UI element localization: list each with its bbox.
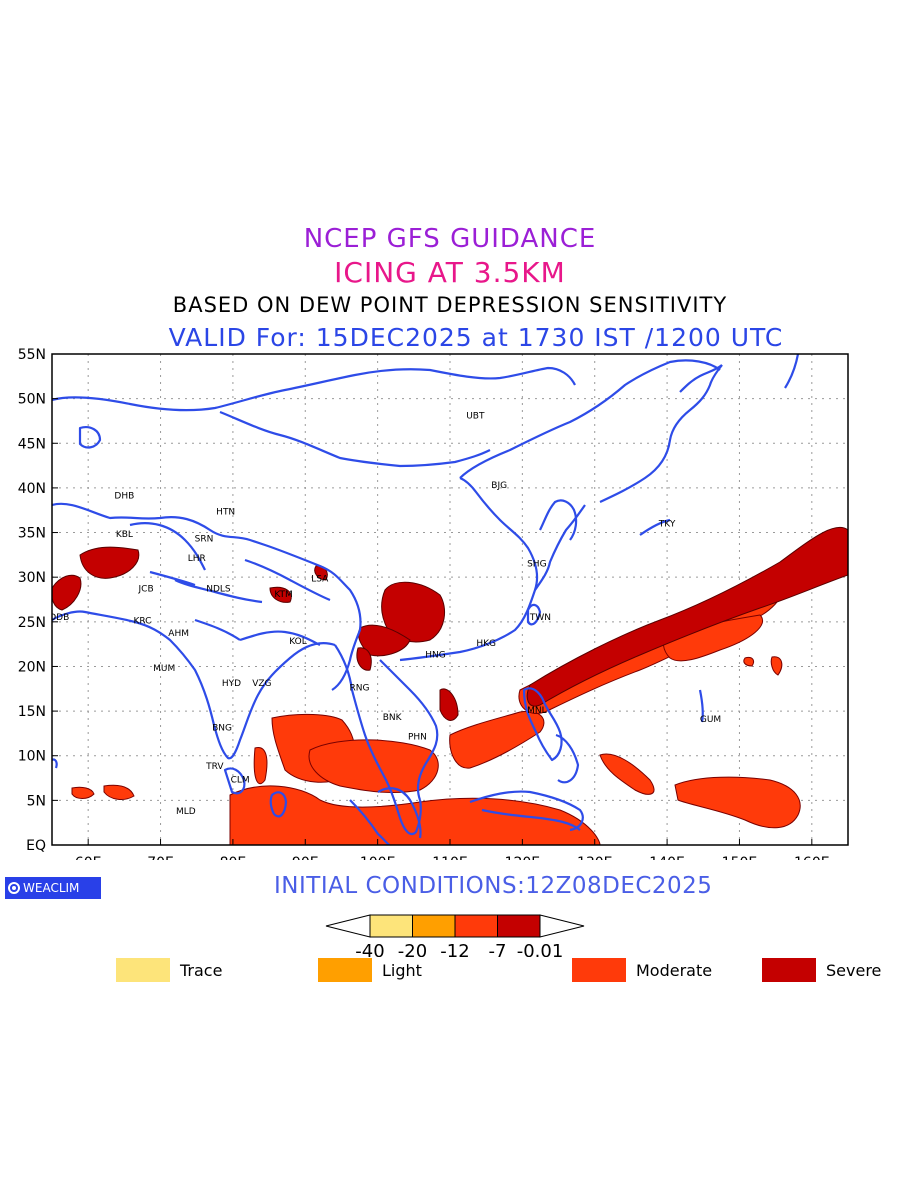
y-tick-label: 30N: [18, 570, 46, 586]
station-label-ahm: AHM: [168, 629, 189, 639]
color-scale-box: [454, 914, 498, 938]
station-label-dhb: DHB: [114, 492, 134, 502]
x-tick-label: 150E: [722, 855, 758, 860]
x-tick-label: 60E: [75, 855, 102, 860]
station-labels: UBT BJG TKY DHB HTN KBL SRN LHR SHG LSA JCB NDLS KTM…: [49, 411, 721, 817]
station-label-phn: PHN: [408, 733, 427, 743]
legend-swatch-moderate: [572, 958, 626, 982]
color-scale-ticks: -40 -20 -12 -7 -0.01: [355, 941, 563, 957]
y-tick-label: 45N: [18, 436, 46, 452]
station-label-hyd: HYD: [222, 679, 241, 689]
station-label-kol: KOL: [289, 637, 307, 647]
station-label-ddb: DDB: [49, 613, 69, 623]
station-label-gum: GUM: [700, 715, 721, 725]
color-scale-box: [497, 914, 541, 938]
station-label-krc: KRC: [133, 617, 151, 627]
color-scale-tick-label: -12: [440, 941, 469, 957]
station-label-rng: RNG: [350, 684, 370, 694]
x-tick-label: 90E: [292, 855, 319, 860]
station-label-shg: SHG: [527, 559, 546, 569]
color-scale-boxes: [325, 914, 585, 938]
color-scale-tick-label: -20: [398, 941, 427, 957]
y-tick-label: 10N: [18, 749, 46, 765]
station-label-tky: TKY: [658, 519, 676, 529]
y-tick-label: 5N: [27, 793, 46, 809]
icing-map: UBT BJG TKY DHB HTN KBL SRN LHR SHG LSA JCB NDLS KTM…: [18, 347, 849, 860]
station-label-mld: MLD: [176, 807, 196, 817]
x-tick-label: 130E: [577, 855, 613, 860]
y-tick-label: EQ: [26, 838, 46, 854]
map-axes: 60E 70E 80E 90E 100E 110E 120E 130E 140E 150E 160E…: [18, 347, 830, 860]
legend-label-trace: Trace: [180, 960, 223, 980]
station-label-ubt: UBT: [466, 411, 485, 421]
station-label-hng: HNG: [425, 651, 446, 661]
color-scale-tick-label: -0.01: [517, 941, 564, 957]
x-tick-label: 140E: [649, 855, 685, 860]
station-label-kbl: KBL: [116, 530, 133, 540]
x-tick-label: 120E: [505, 855, 541, 860]
y-tick-label: 20N: [18, 659, 46, 675]
color-scale-box: [369, 914, 413, 938]
color-scale-bar: -40 -20 -12 -7 -0.01: [325, 914, 585, 957]
legend-moderate: Moderate: [572, 958, 712, 982]
station-label-jcb: JCB: [138, 584, 154, 594]
station-label-ndls: NDLS: [206, 584, 231, 594]
station-label-twn: TWN: [529, 613, 551, 623]
station-label-lhr: LHR: [188, 554, 206, 564]
x-tick-label: 100E: [360, 855, 396, 860]
y-tick-label: 55N: [18, 347, 46, 363]
y-tick-label: 35N: [18, 526, 46, 542]
x-tick-label: 160E: [794, 855, 830, 860]
legend-swatch-severe: [762, 958, 816, 982]
coastlines-and-borders: [52, 354, 800, 845]
icing-severe-areas: [52, 526, 848, 721]
legend-light: Light: [318, 958, 422, 982]
y-tick-label: 50N: [18, 392, 46, 408]
logo-icon: [8, 882, 20, 894]
color-scale-tick-label: -40: [355, 941, 384, 957]
x-tick-label: 110E: [432, 855, 468, 860]
title-model: NCEP GFS GUIDANCE: [303, 224, 597, 254]
station-label-lsa: LSA: [311, 575, 329, 585]
y-tick-label: 25N: [18, 615, 46, 631]
station-label-bjg: BJG: [491, 481, 507, 491]
brand-label: WEACLIM: [23, 881, 80, 895]
x-tick-label: 70E: [147, 855, 174, 860]
title-method: BASED ON DEW POINT DEPRESSION SENSITIVIT…: [172, 293, 728, 317]
station-label-mum: MUM: [153, 664, 175, 674]
station-label-hkg: HKG: [476, 639, 496, 649]
y-tick-label: 15N: [18, 704, 46, 720]
title-product: ICING AT 3.5KM: [334, 256, 566, 289]
station-label-clm: CLM: [231, 776, 250, 786]
station-label-bnk: BNK: [383, 713, 403, 723]
x-tick-label: 80E: [220, 855, 247, 860]
legend-label-moderate: Moderate: [636, 960, 713, 980]
station-label-trv: TRV: [205, 762, 224, 772]
legend-severe: Severe: [762, 958, 881, 982]
legend-label-severe: Severe: [826, 960, 882, 980]
color-scale-right-arrow: [539, 914, 585, 938]
station-label-vzg: VZG: [252, 679, 271, 689]
legend-label-light: Light: [382, 960, 422, 980]
initial-conditions: INITIAL CONDITIONS:12Z08DEC2025: [274, 873, 713, 899]
weaclim-logo: WEACLIM: [5, 877, 101, 899]
title-valid-time: VALID For: 15DEC2025 at 1730 IST /1200 U…: [168, 323, 784, 352]
station-label-srn: SRN: [195, 534, 214, 544]
legend-trace: Trace: [116, 958, 222, 982]
station-label-mnl: MNL: [527, 706, 547, 716]
color-scale-left-arrow: [325, 914, 371, 938]
color-scale-tick-label: -7: [489, 941, 507, 957]
legend-swatch-light: [318, 958, 372, 982]
color-scale-box: [412, 914, 456, 938]
legend-swatch-trace: [116, 958, 170, 982]
y-tick-label: 40N: [18, 481, 46, 497]
station-label-bng: BNG: [212, 724, 232, 734]
station-label-htn: HTN: [216, 508, 235, 518]
station-label-ktm: KTM: [274, 590, 292, 600]
